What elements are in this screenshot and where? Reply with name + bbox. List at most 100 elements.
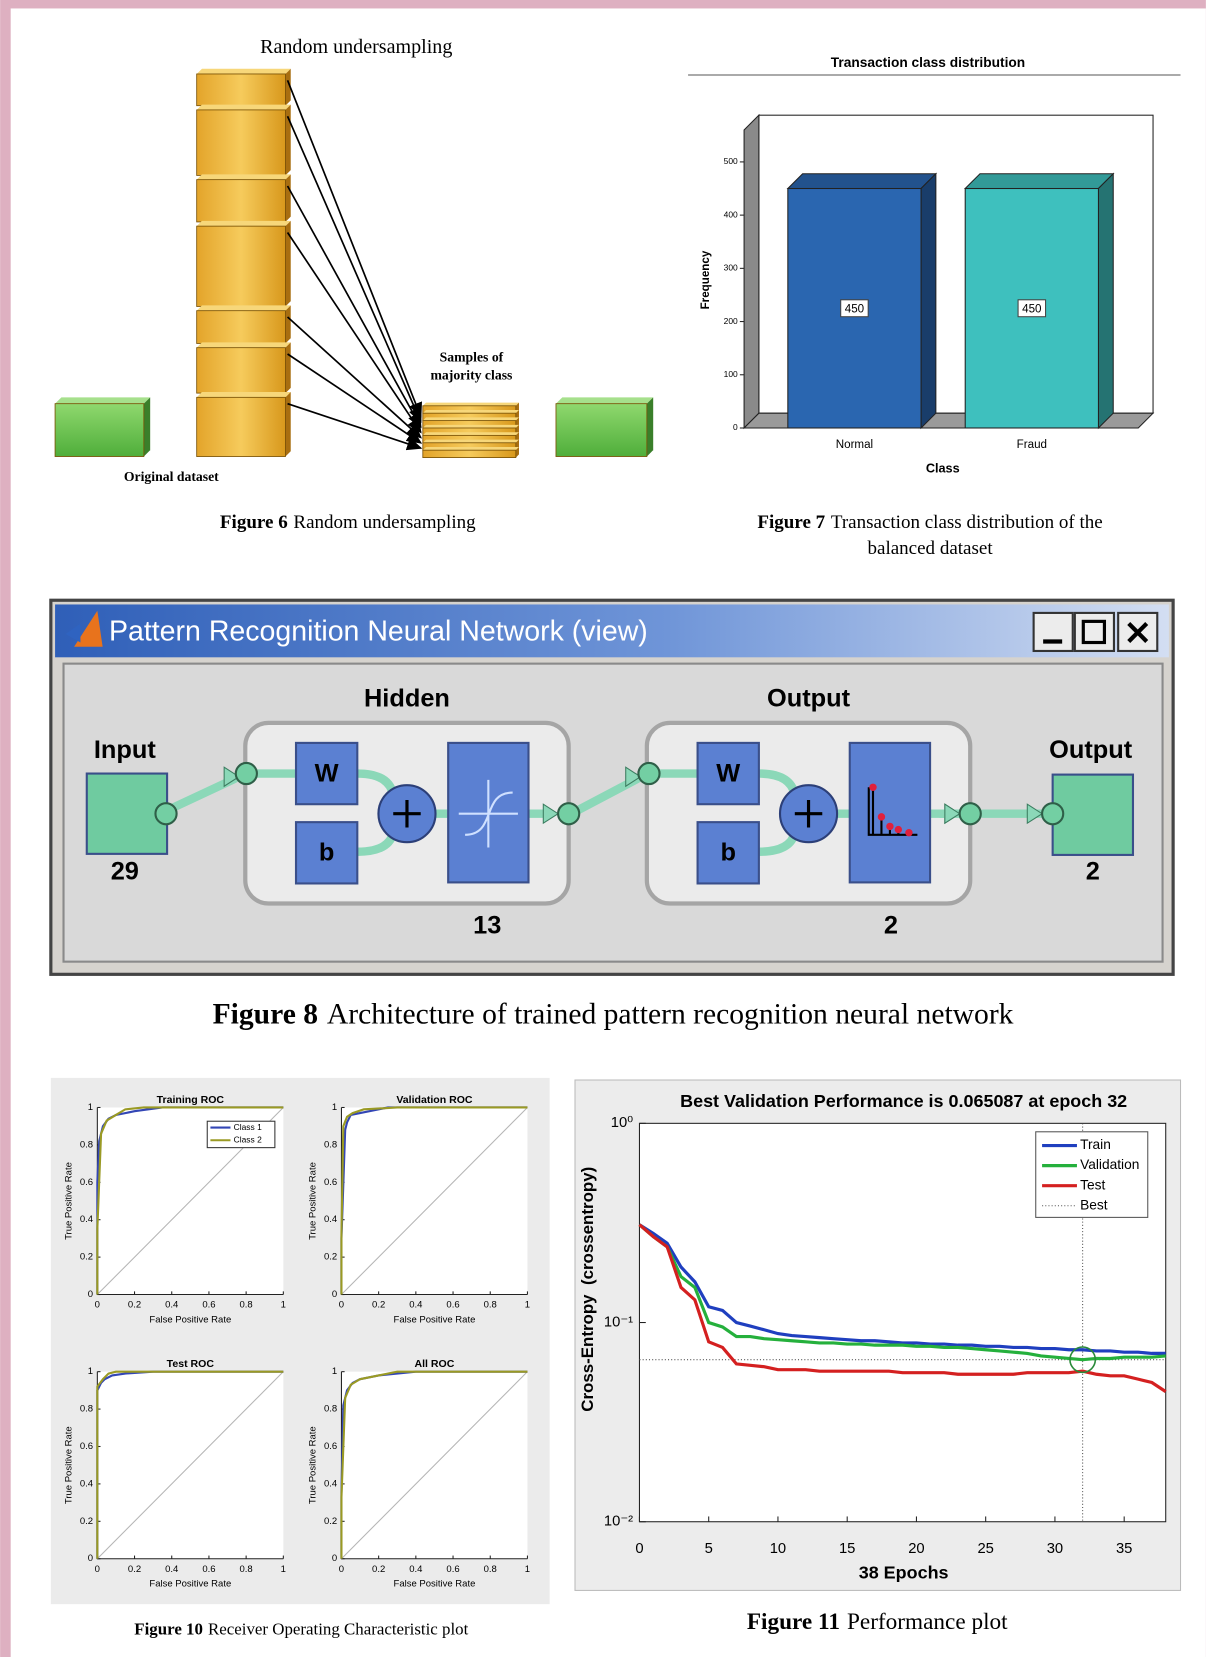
data-block	[197, 397, 286, 456]
y-tick-label: 0.4	[80, 1214, 93, 1225]
data-block-top	[197, 69, 291, 74]
transfer-box	[850, 743, 930, 882]
legend-label: Validation	[1080, 1157, 1139, 1172]
chart-title: Training ROC	[157, 1094, 225, 1106]
y-axis-label: True Positive Rate	[63, 1426, 74, 1504]
x-tick-label: 15	[839, 1541, 855, 1557]
caption-text: Transaction class distribution of the	[831, 513, 1103, 534]
output-size: 2	[1086, 858, 1100, 886]
data-block-side	[285, 174, 290, 222]
y-tick-label: 500	[724, 156, 738, 166]
sample-slice-top	[423, 440, 519, 443]
legend-label: Best	[1080, 1197, 1108, 1212]
sample-slice-top	[423, 425, 519, 428]
y-axis-label: True Positive Rate	[307, 1162, 318, 1240]
y-tick-label: 0.6	[324, 1441, 337, 1452]
input-size: 29	[111, 858, 139, 886]
layer-label: Output	[767, 684, 851, 712]
page-canvas: Figure 6Random undersamplingFigure 7Tran…	[0, 0, 1206, 1657]
x-tick-label: 0	[339, 1564, 344, 1575]
dataset-block-side	[144, 397, 150, 456]
sample-slice-top	[423, 432, 519, 435]
y-tick-label: 0.8	[80, 1139, 93, 1150]
window-button	[1034, 613, 1073, 651]
value-label: 450	[845, 302, 864, 315]
y-tick-label: 0.2	[324, 1252, 337, 1263]
page: Figure 6Random undersamplingFigure 7Tran…	[0, 0, 1206, 1657]
node	[155, 803, 176, 824]
diagram-label: Samples of	[440, 349, 504, 364]
x-tick-label: Normal	[836, 438, 873, 451]
diagram-label: Original dataset	[124, 469, 219, 484]
y-tick-label: 100	[724, 369, 738, 379]
dataset-block	[55, 404, 144, 457]
weight-symbol: W	[716, 759, 740, 787]
node	[558, 803, 579, 824]
data-block-side	[285, 305, 290, 343]
x-axis-label: False Positive Rate	[149, 1314, 231, 1325]
y-tick-label: 10⁻²	[604, 1514, 633, 1530]
figure-caption: Figure 8Architecture of trained pattern …	[213, 998, 1014, 1030]
chart-title: Test ROC	[167, 1358, 215, 1370]
y-tick-label: 0.6	[80, 1177, 93, 1188]
dataset-block	[556, 404, 647, 457]
output-box	[1053, 775, 1133, 855]
stem-dot	[869, 784, 876, 791]
dataset-block-top	[556, 397, 653, 403]
y-tick-label: 0	[88, 1289, 93, 1300]
bias-symbol: b	[319, 839, 335, 867]
sample-slice-top	[423, 410, 519, 413]
data-block-side	[285, 342, 290, 393]
y-axis-label: True Positive Rate	[63, 1162, 74, 1240]
y-axis-label: Cross-Entropy (crossentropy)	[578, 1167, 597, 1412]
stem-dot	[905, 829, 912, 836]
data-block-top	[197, 342, 291, 347]
layer-size: 13	[473, 911, 501, 939]
y-axis-label: True Positive Rate	[307, 1426, 318, 1504]
node	[1042, 803, 1063, 824]
x-tick-label: 0.4	[165, 1564, 178, 1575]
x-tick-label: 0.8	[240, 1564, 253, 1575]
caption-text: balanced dataset	[868, 538, 994, 559]
x-tick-label: 5	[705, 1541, 713, 1557]
x-tick-label: 0.2	[128, 1300, 141, 1311]
x-tick-label: 0.2	[372, 1300, 385, 1311]
chart-title: Validation ROC	[396, 1094, 473, 1106]
bar-side	[921, 174, 936, 428]
x-tick-label: 0.2	[372, 1564, 385, 1575]
y-tick-label: 0	[88, 1553, 93, 1564]
x-tick-label: 0.8	[240, 1300, 253, 1311]
data-block	[197, 311, 286, 344]
x-tick-label: 0.6	[446, 1300, 459, 1311]
chart-title: Transaction class distribution	[831, 55, 1025, 70]
caption-label: Figure 6	[220, 513, 288, 534]
bias-symbol: b	[720, 839, 736, 867]
data-block	[197, 74, 286, 106]
diagram-label: majority class	[430, 367, 512, 382]
weight-symbol: W	[315, 759, 339, 787]
x-tick-label: 0.4	[165, 1300, 178, 1311]
caption-label: Figure 7	[757, 513, 825, 534]
legend-label: Train	[1080, 1137, 1111, 1152]
x-tick-label: 0.8	[484, 1564, 497, 1575]
side-wall	[744, 115, 759, 428]
data-block-top	[197, 305, 291, 310]
figure-caption: Figure 11Performance plot	[747, 1610, 1008, 1636]
x-tick-label: 0.6	[202, 1300, 215, 1311]
y-tick-label: 1	[88, 1102, 93, 1113]
x-axis-label: False Positive Rate	[394, 1314, 476, 1325]
y-tick-label: 0.2	[80, 1516, 93, 1527]
y-tick-label: 400	[724, 209, 738, 219]
y-tick-label: 0.2	[324, 1516, 337, 1527]
x-axis-label: False Positive Rate	[394, 1579, 476, 1590]
x-tick-label: 0.2	[128, 1564, 141, 1575]
caption-text: Architecture of trained pattern recognit…	[327, 998, 1014, 1030]
stem-dot	[895, 826, 902, 833]
x-tick-label: 1	[281, 1564, 286, 1575]
stem-dot	[886, 823, 893, 830]
x-tick-label: 0	[339, 1300, 344, 1311]
x-axis-label: Class	[926, 462, 960, 476]
y-tick-label: 0.2	[80, 1252, 93, 1263]
caption-text: Performance plot	[847, 1610, 1008, 1636]
